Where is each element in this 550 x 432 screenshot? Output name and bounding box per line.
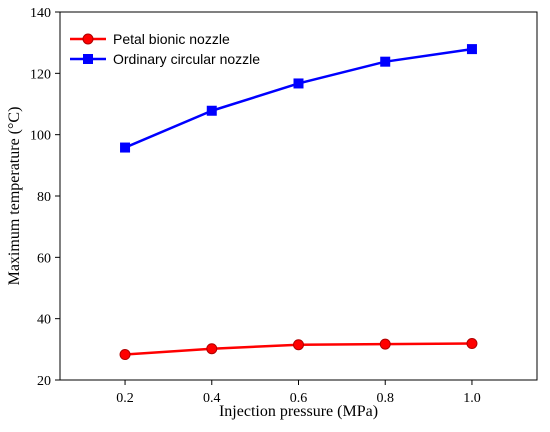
data-point — [206, 343, 218, 355]
x-axis-title: Injection pressure (MPa) — [219, 403, 378, 420]
y-tick-label: 20 — [37, 374, 51, 389]
x-tick-label: 0.8 — [376, 391, 394, 406]
data-point — [206, 105, 217, 116]
y-tick-label: 60 — [37, 251, 51, 266]
legend: Petal bionic nozzle Ordinary circular noz… — [70, 31, 260, 67]
x-tick-label: 0.6 — [290, 391, 308, 406]
x-tick-label: 0.4 — [203, 391, 221, 406]
series-2 — [120, 44, 477, 153]
legend-item: Petal bionic nozzle — [70, 31, 230, 47]
x-axis: 0.2 0.4 0.6 0.8 1.0 — [116, 380, 481, 406]
y-tick-label: 40 — [37, 313, 51, 328]
legend-label: Ordinary circular nozzle — [113, 51, 260, 67]
y-tick-label: 100 — [30, 129, 51, 144]
axes-frame — [59, 11, 538, 381]
y-axis: 20 40 60 80 100 120 140 — [30, 6, 60, 389]
data-point — [380, 56, 391, 67]
y-tick-label: 140 — [30, 6, 51, 21]
data-point — [293, 78, 304, 89]
y-tick-label: 80 — [37, 190, 51, 205]
legend-label: Petal bionic nozzle — [113, 31, 230, 47]
plot-area — [59, 11, 538, 381]
legend-item: Ordinary circular nozzle — [70, 51, 260, 67]
series-layer — [119, 44, 478, 361]
legend-marker — [83, 54, 93, 64]
x-tick-label: 1.0 — [463, 391, 481, 406]
y-tick-label: 120 — [30, 67, 51, 82]
series-1 — [119, 338, 478, 361]
data-point — [293, 339, 304, 351]
legend-marker — [82, 33, 94, 45]
data-point — [466, 338, 478, 350]
y-axis-title: Maximum temperature (°C) — [6, 107, 23, 286]
x-tick-label: 0.2 — [116, 391, 134, 406]
data-point — [119, 349, 131, 361]
data-point — [379, 338, 391, 350]
data-point — [466, 44, 477, 55]
data-point — [120, 142, 131, 153]
